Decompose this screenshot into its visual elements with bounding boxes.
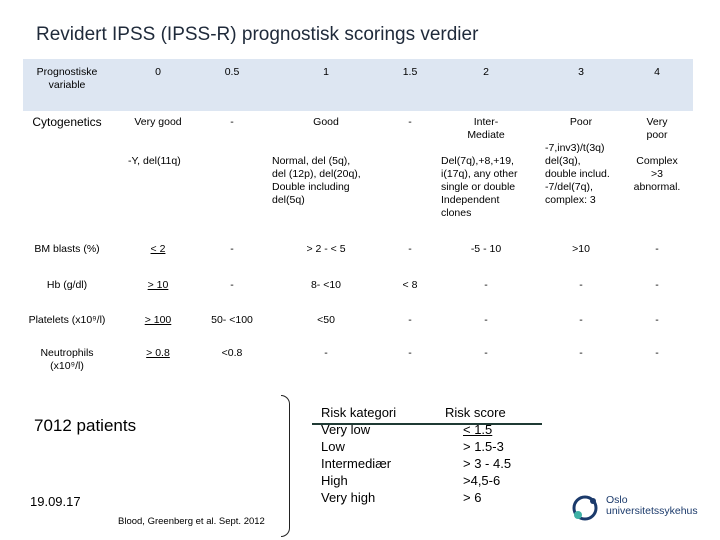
risk-category-header: Risk kategori [321, 405, 397, 420]
neutrophils-value-1: - [324, 347, 328, 359]
header-col-1-5: 1.5 [402, 66, 418, 78]
header-col-4: 4 [654, 66, 660, 78]
risk-score-list: Risk score < 1.5 > 1.5-3 > 3 - 4.5 >4,5-… [445, 404, 511, 506]
platelets-value-4: - [655, 314, 659, 326]
header-variable-label: Prognostiske variable [36, 66, 98, 91]
neutrophils-value-0: > 0.8 [146, 347, 170, 359]
cytogenetics-detail-good: Normal, del (5q), del (12p), del(20q), D… [272, 155, 361, 206]
risk-category-item: Very low [321, 422, 371, 437]
risk-category-item: High [321, 473, 348, 488]
risk-score-item: > 6 [463, 490, 482, 505]
header-col-3: 3 [578, 66, 584, 78]
bm-blasts-value-0: < 2 [150, 243, 166, 255]
cytogenetics-value-1-5: - [408, 116, 412, 128]
cytogenetics-value-4: Very poor [646, 116, 668, 141]
hb-value-2: - [484, 279, 488, 291]
cytogenetics-label: Cytogenetics [32, 115, 102, 129]
cytogenetics-value-0: Very good [134, 116, 182, 128]
bm-blasts-value-3: >10 [572, 243, 590, 255]
neutrophils-value-0-5: <0.8 [221, 347, 243, 359]
hb-value-0-5: - [230, 279, 234, 291]
risk-header-underline [312, 423, 542, 425]
header-col-1: 1 [323, 66, 329, 78]
bm-blasts-value-4: - [655, 243, 659, 255]
bracket-divider [281, 395, 290, 537]
platelets-value-2: - [484, 314, 488, 326]
platelets-label: Platelets (x10⁹/l) [28, 314, 106, 326]
platelets-value-0: > 100 [144, 314, 172, 326]
hb-value-4: - [655, 279, 659, 291]
header-col-0-5: 0.5 [224, 66, 240, 78]
slide-date: 19.09.17 [30, 494, 81, 509]
risk-score-item: > 1.5-3 [463, 439, 504, 454]
neutrophils-value-1-5: - [408, 347, 412, 359]
citation: Blood, Greenberg et al. Sept. 2012 [118, 516, 265, 527]
bm-blasts-value-2: -5 - 10 [470, 243, 502, 255]
risk-category-list: Risk kategori Very low Low Intermediær H… [321, 404, 396, 506]
cytogenetics-value-2: Inter- Mediate [467, 116, 505, 141]
hb-label: Hb (g/dl) [46, 279, 88, 291]
header-col-2: 2 [483, 66, 489, 78]
neutrophils-value-3: - [579, 347, 583, 359]
risk-score-header: Risk score [445, 405, 506, 420]
neutrophils-value-4: - [655, 347, 659, 359]
cytogenetics-detail-very-good: -Y, del(11q) [128, 155, 181, 167]
slide-title: Revidert IPSS (IPSS-R) prognostisk scori… [36, 24, 479, 45]
platelets-value-3: - [579, 314, 583, 326]
cytogenetics-value-0-5: - [230, 116, 234, 128]
logo-line-1: Oslo [606, 494, 628, 506]
cytogenetics-value-3: Poor [569, 116, 593, 128]
bm-blasts-value-0-5: - [230, 243, 234, 255]
platelets-value-1-5: - [408, 314, 412, 326]
hospital-logo [568, 492, 708, 524]
header-col-0: 0 [155, 66, 161, 78]
logo-line-2: universitetssykehus [606, 505, 698, 517]
hb-value-1-5: < 8 [402, 279, 418, 291]
risk-score-item: >4,5-6 [463, 473, 501, 488]
logo-text: Oslo universitetssykehus [606, 495, 698, 517]
bm-blasts-label: BM blasts (%) [34, 243, 100, 255]
cytogenetics-detail-intermediate: Del(7q),+8,+19, i(17q), any other single… [441, 155, 518, 219]
cytogenetics-detail-very-poor: Complex >3 abnormal. [633, 155, 681, 193]
logo-mark-icon [572, 495, 598, 521]
hb-value-0: > 10 [147, 279, 169, 291]
bm-blasts-value-1: > 2 - < 5 [306, 243, 346, 255]
platelets-value-1: <50 [317, 314, 335, 326]
neutrophils-label: Neutrophils (x10⁹/l) [40, 347, 94, 372]
table-header-band [23, 59, 693, 111]
risk-category-item: Low [321, 439, 345, 454]
neutrophils-value-2: - [484, 347, 488, 359]
hb-value-1: 8- <10 [310, 279, 342, 291]
risk-score-item: < 1.5 [463, 422, 493, 437]
risk-category-item: Very high [321, 490, 376, 505]
platelets-value-0-5: 50- <100 [211, 314, 253, 326]
risk-score-item: > 3 - 4.5 [463, 456, 512, 471]
bm-blasts-value-1-5: - [408, 243, 412, 255]
cytogenetics-detail-poor: -7,inv3)/t(3q) del(3q), double includ. -… [545, 142, 610, 206]
risk-category-item: Intermediær [321, 456, 392, 471]
cytogenetics-value-1: Good [313, 116, 339, 128]
patients-count: 7012 patients [34, 416, 137, 435]
hb-value-3: - [579, 279, 583, 291]
